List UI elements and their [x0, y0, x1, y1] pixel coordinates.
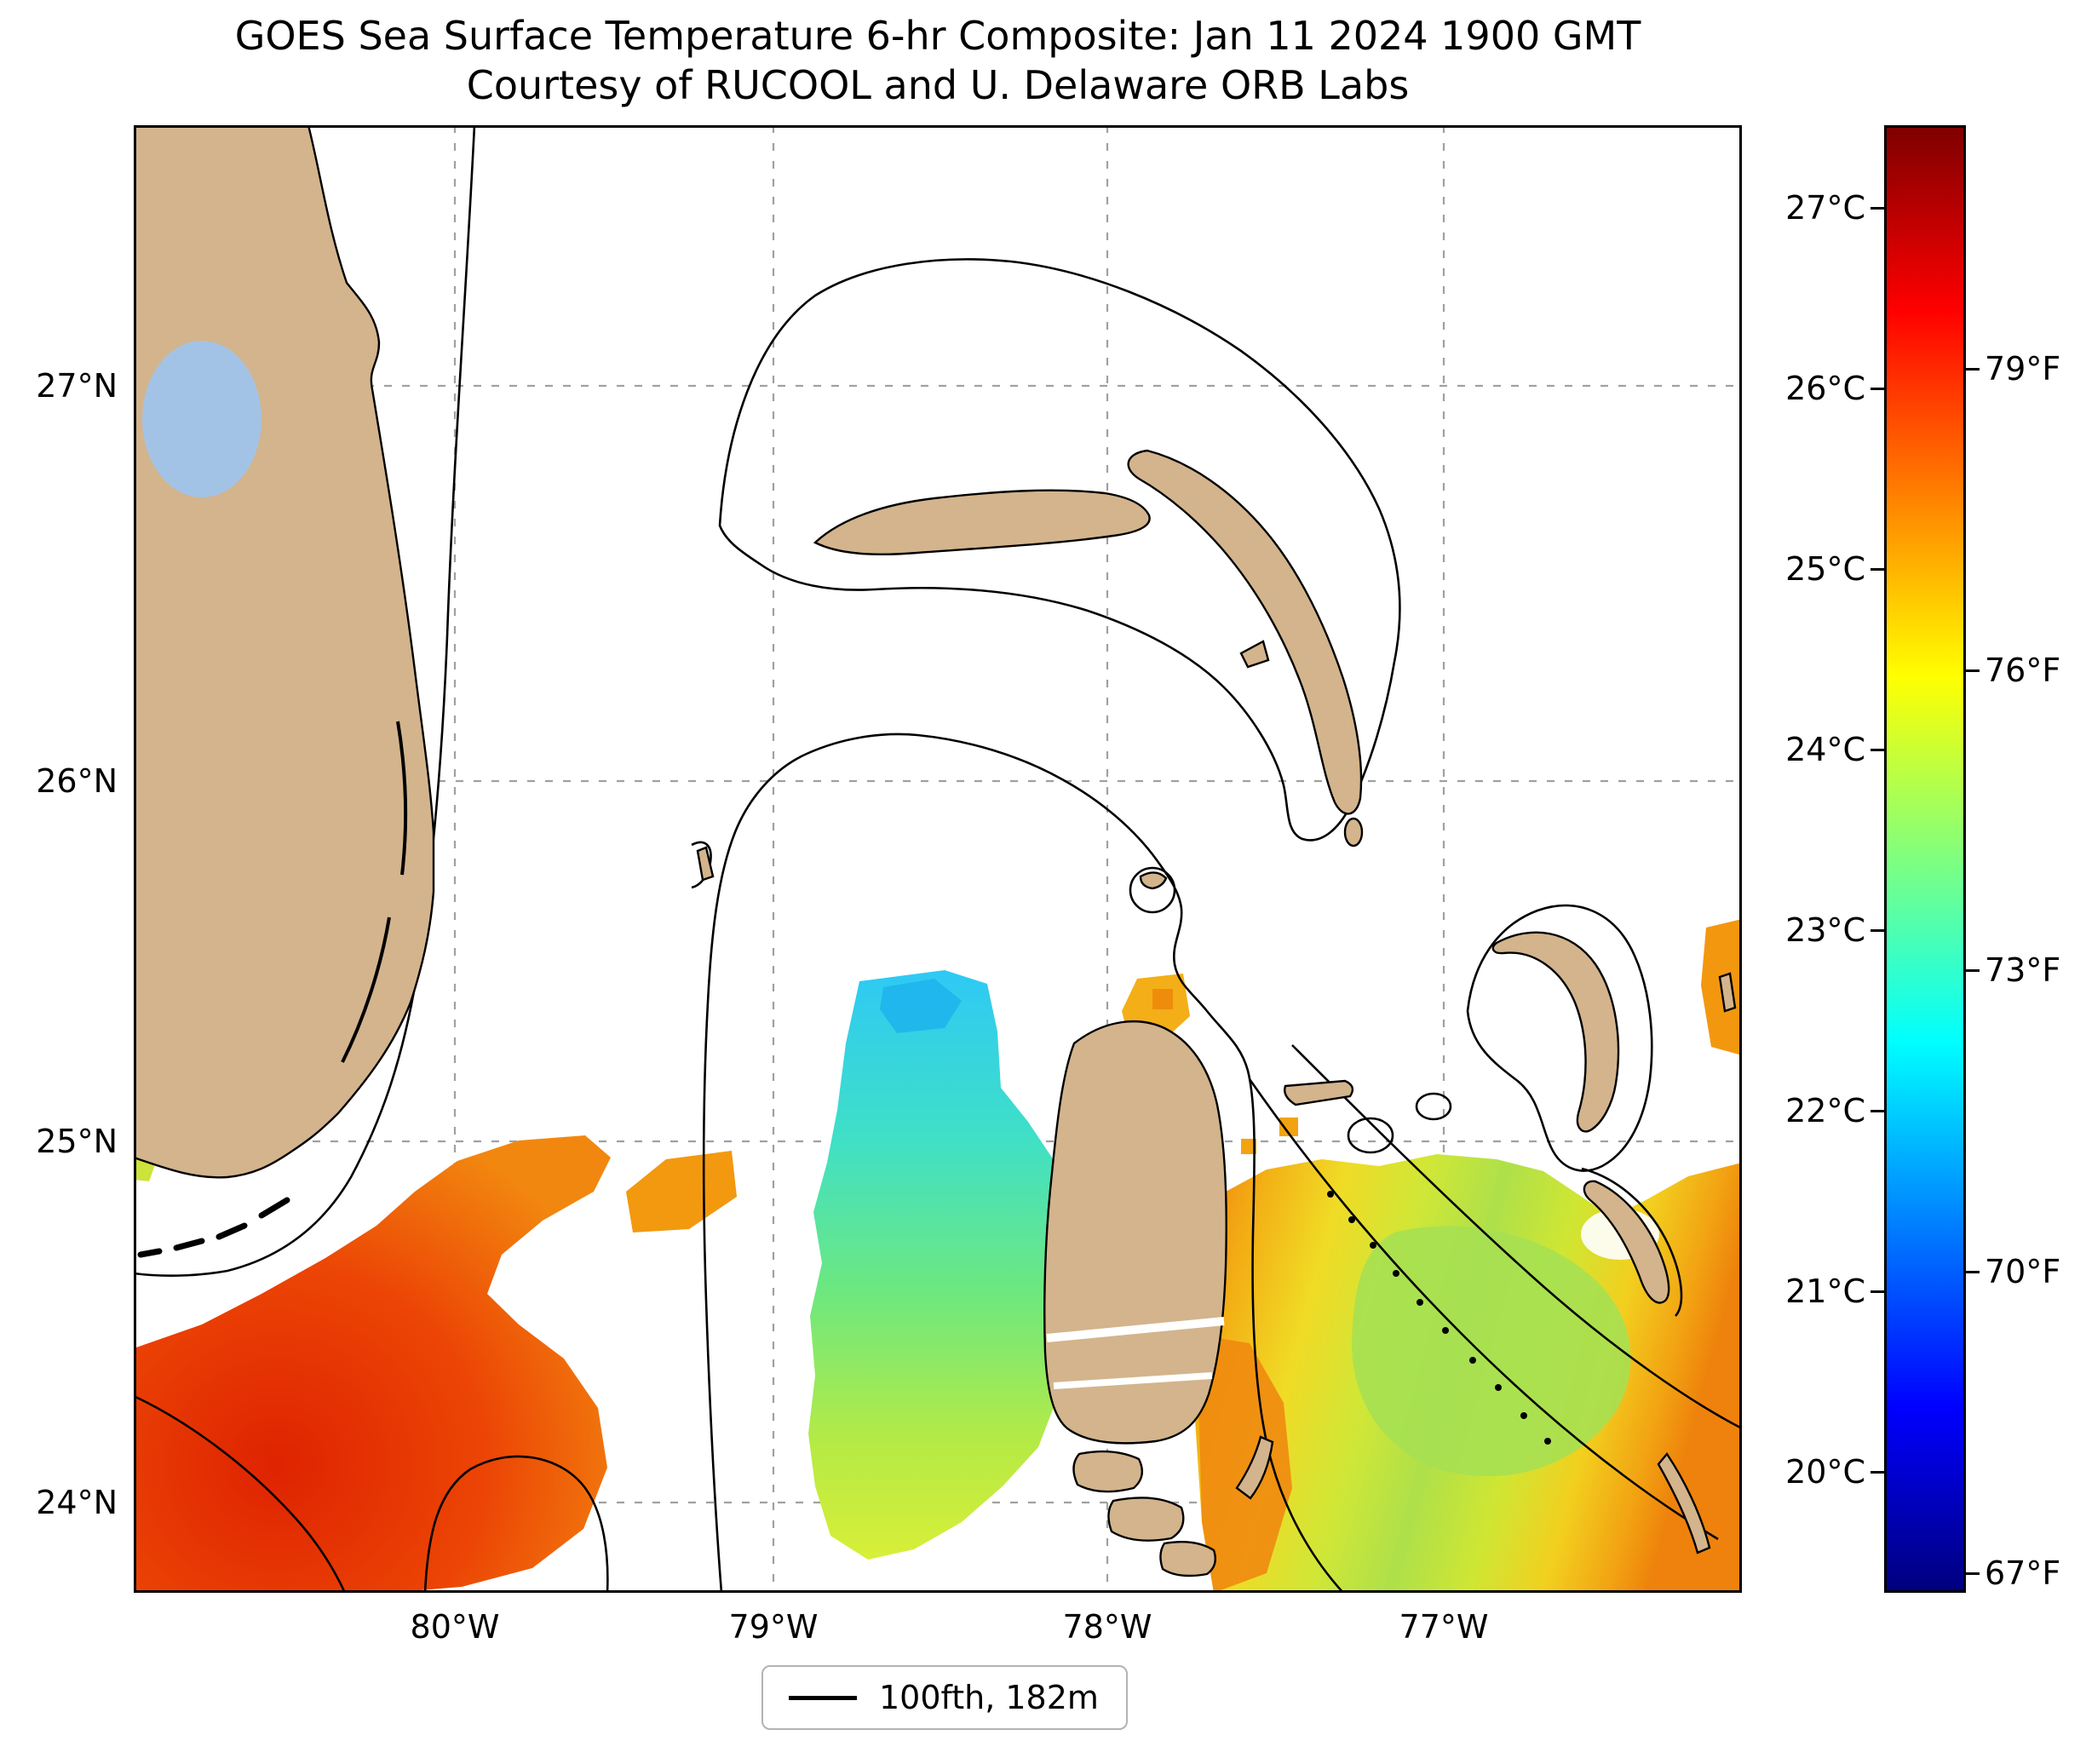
grand-bahama-island	[813, 489, 1151, 555]
sst-orange-patch-west	[626, 1151, 737, 1233]
cbar-tick-70f	[1966, 1271, 1980, 1273]
land-features	[134, 125, 1737, 1577]
cbar-tick-22c	[1871, 1110, 1884, 1112]
cbar-label-26c: 26°C	[1785, 370, 1865, 407]
cbar-label-76f: 76°F	[1985, 652, 2061, 689]
cbar-tick-73f	[1966, 969, 1980, 972]
ytick-26n: 26°N	[36, 762, 118, 800]
contour-bottom-left	[134, 1394, 347, 1593]
barrier-island-1	[396, 721, 408, 876]
xtick-80w: 80°W	[410, 1608, 500, 1646]
bimini-island	[696, 846, 715, 882]
cbar-label-70f: 70°F	[1985, 1253, 2061, 1290]
cbar-tick-76f	[1966, 669, 1980, 672]
xtick-77w: 77°W	[1399, 1608, 1489, 1646]
contour-berry-ring	[1129, 866, 1176, 914]
right-edge-island	[1718, 972, 1737, 1013]
florida-land	[134, 125, 435, 1179]
cbar-label-22c: 22°C	[1785, 1092, 1865, 1129]
abaco-cay-1	[1343, 817, 1364, 848]
abaco-island	[1127, 449, 1363, 815]
contour-oval-1	[1347, 1117, 1394, 1154]
ytick-25n: 25°N	[36, 1123, 118, 1160]
map-frame	[134, 125, 1742, 1593]
contour-little-bahama-bank	[718, 258, 1401, 842]
cbar-tick-23c	[1871, 929, 1884, 932]
legend-label: 100fth, 182m	[879, 1679, 1099, 1716]
cbar-tick-21c	[1871, 1290, 1884, 1293]
barrier-island-2	[341, 916, 391, 1063]
sst-orange-blip-core	[1152, 989, 1173, 1009]
cbar-label-67f: 67°F	[1985, 1554, 2061, 1592]
exuma-cays	[1327, 1191, 1551, 1445]
cbar-label-20c: 20°C	[1785, 1453, 1865, 1491]
new-providence-island	[1284, 1079, 1354, 1106]
andros-channel-1	[1046, 1317, 1225, 1342]
cbar-label-23c: 23°C	[1785, 911, 1865, 949]
sst-green-core	[1352, 1226, 1631, 1477]
contour-cat-island	[1581, 1167, 1683, 1317]
sst-orange-overlay-left	[1197, 1335, 1292, 1593]
ytick-27n: 27°N	[36, 367, 118, 405]
berry-islands	[1139, 871, 1168, 890]
cbar-label-27c: 27°C	[1785, 189, 1865, 227]
lake-okeechobee	[142, 341, 261, 497]
cbar-label-21c: 21°C	[1785, 1273, 1865, 1310]
cat-island	[1583, 1180, 1670, 1304]
ytick-24n: 24°N	[36, 1484, 118, 1521]
sst-cool-bank-patch	[808, 970, 1064, 1560]
cbar-tick-20c	[1871, 1471, 1884, 1474]
sst-orange-pixel-1	[1279, 1118, 1298, 1136]
andros-fragment-1	[1072, 1450, 1144, 1493]
cbar-label-79f: 79°F	[1985, 350, 2061, 388]
contour-cay-sal-bank	[423, 1455, 609, 1593]
sst-orange-pixel-2	[1241, 1139, 1256, 1154]
cbar-tick-27c	[1871, 207, 1884, 210]
figure-subtitle: Courtesy of RUCOOL and U. Delaware ORB L…	[466, 62, 1410, 108]
andros-fragment-4	[1235, 1435, 1274, 1500]
cbar-tick-24c	[1871, 749, 1884, 751]
colorbar	[1884, 125, 1966, 1593]
cbar-tick-67f	[1966, 1572, 1980, 1575]
xtick-78w: 78°W	[1062, 1608, 1152, 1646]
cbar-tick-25c	[1871, 568, 1884, 571]
andros-fragment-2	[1107, 1497, 1185, 1542]
contour-exuma-sound-2	[1291, 1044, 1742, 1430]
contour-great-bahama-bank	[702, 733, 1344, 1593]
small-island-north	[1239, 640, 1270, 669]
legend: 100fth, 182m	[761, 1665, 1128, 1730]
andros-fragment-3	[1159, 1541, 1216, 1577]
cbar-label-73f: 73°F	[1985, 951, 2061, 989]
xtick-79w: 79°W	[728, 1608, 819, 1646]
contour-eleuthera-bank	[1466, 904, 1653, 1172]
figure-title: GOES Sea Surface Temperature 6-hr Compos…	[234, 13, 1641, 59]
andros-channel-2	[1053, 1372, 1213, 1389]
cbar-tick-79f	[1966, 368, 1980, 371]
isobath-line-sample	[789, 1695, 857, 1700]
sst-cool-core	[880, 979, 962, 1033]
sst-warm-band	[134, 1135, 611, 1593]
cbar-tick-26c	[1871, 388, 1884, 390]
cbar-label-24c: 24°C	[1785, 731, 1865, 768]
map-canvas	[134, 125, 1742, 1593]
sst-patches	[134, 919, 1742, 1593]
contour-oval-2	[1415, 1092, 1452, 1121]
florida-keys	[137, 1197, 290, 1258]
cbar-label-25c: 25°C	[1785, 550, 1865, 588]
eleuthera-island	[1491, 931, 1620, 1133]
contour-exuma-sound-1	[1248, 1078, 1719, 1541]
long-island	[1657, 1451, 1711, 1554]
